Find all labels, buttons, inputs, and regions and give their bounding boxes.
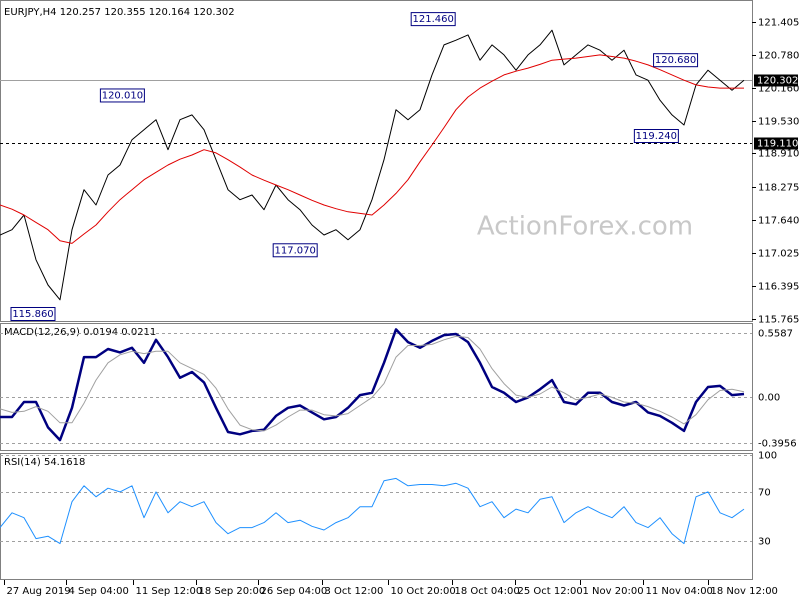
- series-line: [0, 29, 745, 301]
- annotation: 120.010: [99, 88, 145, 103]
- rsi-panel-frame: [0, 453, 753, 580]
- annotation-label: 117.070: [275, 245, 316, 256]
- y-tick-label: 117.025: [758, 249, 799, 260]
- x-tick-label: 18 Nov 12:00: [711, 586, 778, 597]
- annotation-box: [410, 12, 456, 27]
- annotation-box: [10, 306, 56, 321]
- x-tick-label: 18 Oct 04:00: [455, 586, 520, 597]
- annotation-box: [633, 129, 679, 144]
- panel-title: EURJPY,H4 120.257 120.355 120.164 120.30…: [4, 7, 235, 18]
- annotation-label: 120.680: [655, 55, 696, 66]
- macd-panel-frame: [0, 323, 753, 451]
- annotation-label: 121.460: [412, 14, 453, 25]
- x-tick-label: 11 Nov 04:00: [646, 586, 713, 597]
- annotation: 120.680: [653, 53, 699, 68]
- price-label-box: [754, 74, 798, 87]
- annotation-box: [272, 243, 318, 258]
- y-tick-label: 100: [758, 451, 777, 462]
- x-tick-label: 26 Sep 04:00: [261, 586, 328, 597]
- annotation: 121.460: [410, 12, 456, 27]
- series-line: [0, 328, 745, 442]
- y-tick-label: 117.640: [758, 216, 799, 227]
- x-tick-label: 11 Sep 12:00: [136, 586, 203, 597]
- price-panel-frame: [0, 0, 753, 322]
- x-tick-label: 27 Aug 2019: [7, 586, 71, 597]
- annotation-box: [99, 88, 145, 103]
- y-tick-label: 0.00: [758, 393, 780, 404]
- x-tick-label: 3 Oct 12:00: [325, 586, 384, 597]
- y-tick-label: -0.3956: [758, 439, 797, 450]
- y-tick-label: 120.780: [758, 51, 799, 62]
- x-tick-label: 25 Oct 12:00: [518, 586, 583, 597]
- annotation-box: [653, 53, 699, 68]
- y-tick-label: 121.405: [758, 18, 799, 29]
- watermark: ActionForex.com: [477, 212, 693, 242]
- annotation: 115.860: [10, 306, 56, 321]
- series-line: [0, 335, 745, 432]
- x-tick-label: 1 Nov 20:00: [583, 586, 644, 597]
- y-tick-label: 0.5587: [758, 329, 793, 340]
- y-tick-label: 118.275: [758, 183, 799, 194]
- x-tick-label: 10 Oct 20:00: [391, 586, 456, 597]
- price-label: 119.110: [757, 139, 798, 150]
- y-tick-label: 118.910: [758, 149, 799, 160]
- y-tick-label: 70: [758, 488, 771, 499]
- annotation: 119.240: [633, 129, 679, 144]
- x-tick-label: 4 Sep 04:00: [69, 586, 129, 597]
- x-tick-label: 18 Sep 20:00: [199, 586, 266, 597]
- annotation: 117.070: [272, 243, 318, 258]
- y-tick-label: 116.395: [758, 282, 799, 293]
- panel-title: MACD(12,26,9) 0.0194 0.0211: [4, 327, 156, 338]
- y-tick-label: 115.765: [758, 315, 799, 326]
- price-label-box: [754, 137, 798, 150]
- price-label: 120.302: [757, 76, 798, 87]
- annotation-label: 115.860: [12, 309, 53, 320]
- panel-title: RSI(14) 54.1618: [4, 457, 85, 468]
- annotation-label: 119.240: [636, 131, 677, 142]
- series-line: [0, 54, 744, 244]
- annotation-label: 120.010: [102, 90, 143, 101]
- y-tick-label: 119.530: [758, 117, 799, 128]
- y-tick-label: 120.160: [758, 84, 799, 95]
- series-line: [0, 477, 745, 545]
- y-tick-label: 30: [758, 537, 771, 548]
